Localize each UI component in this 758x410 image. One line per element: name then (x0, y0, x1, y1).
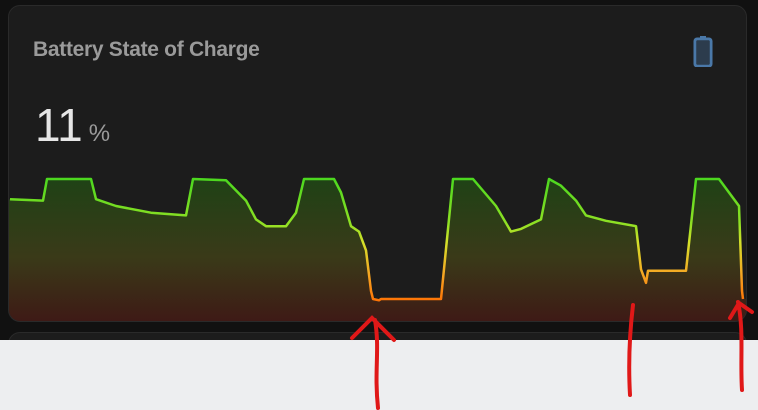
battery-icon (693, 36, 713, 67)
graph-fill (9, 179, 746, 321)
page-background (0, 340, 758, 410)
state-value: 11 (35, 99, 83, 151)
graph-line (9, 177, 745, 302)
state-readout: 11% (35, 98, 110, 152)
history-graph[interactable] (9, 6, 746, 321)
card-title: Battery State of Charge (33, 38, 260, 61)
battery-soc-card[interactable]: Battery State of Charge 11% (8, 5, 747, 322)
state-unit: % (88, 120, 111, 147)
